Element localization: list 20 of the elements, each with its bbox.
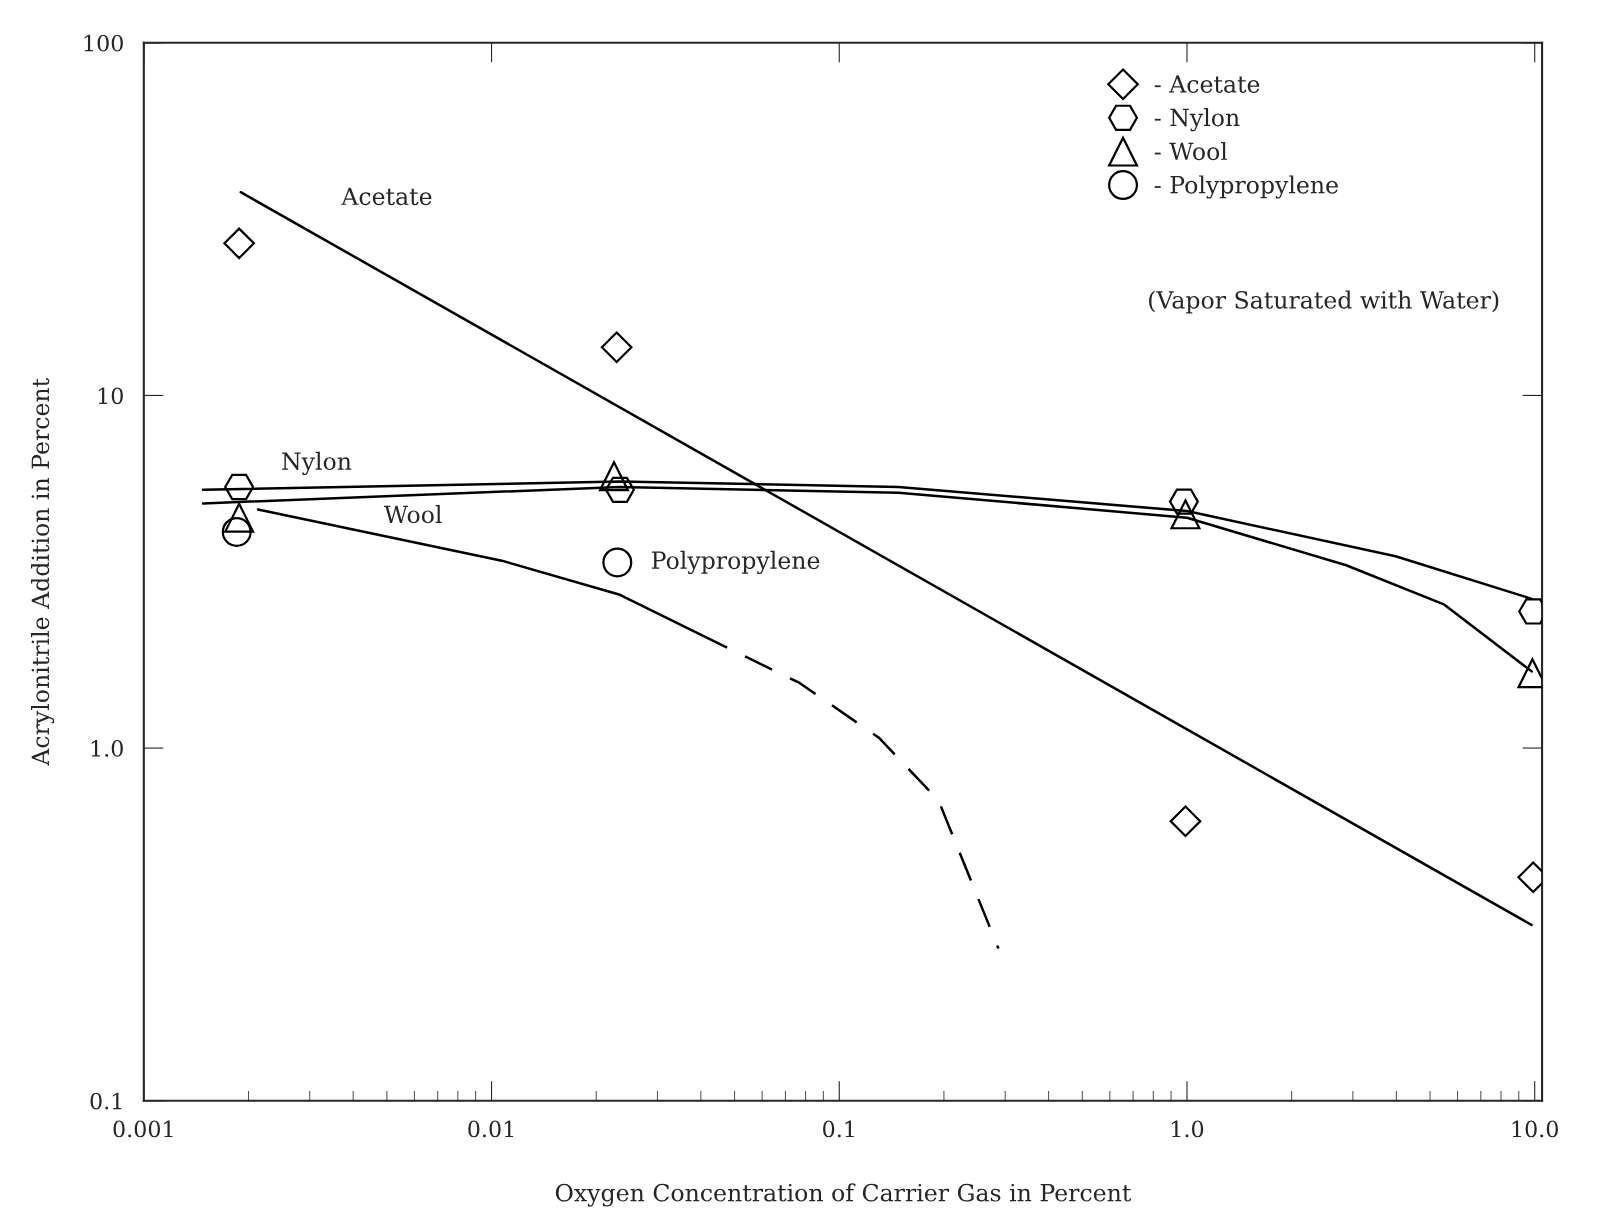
x-tick-label: 0.01: [468, 1120, 514, 1138]
x-tick-label: 0.001: [113, 1120, 173, 1138]
legend-label: - Nylon: [1154, 108, 1240, 132]
x-tick-label: 10.0: [1512, 1120, 1558, 1138]
x-tick-label: 1.0: [1172, 1120, 1204, 1138]
y-tick-label: 1.0: [91, 740, 123, 757]
y-axis-title: Acrylonitrile Addition in Percent: [30, 378, 55, 766]
annotation: Nylon: [282, 451, 352, 475]
legend-label: - Polypropylene: [1154, 175, 1338, 199]
x-axis-title: Oxygen Concentration of Carrier Gas in Percent: [555, 1183, 1132, 1207]
annotation: (Vapor Saturated with Water): [1149, 290, 1499, 314]
annotation: Acetate: [341, 187, 432, 206]
x-tick-label: 0.1: [823, 1120, 854, 1138]
legend-label: - Wool: [1154, 141, 1228, 161]
annotation: Wool: [383, 505, 442, 524]
legend-label: - Acetate: [1154, 75, 1260, 93]
y-tick-label: 100: [84, 34, 123, 52]
y-tick-label: 10: [98, 387, 123, 405]
y-tick-label: 0.1: [90, 1092, 122, 1110]
annotation: Polypropylene: [651, 550, 820, 575]
